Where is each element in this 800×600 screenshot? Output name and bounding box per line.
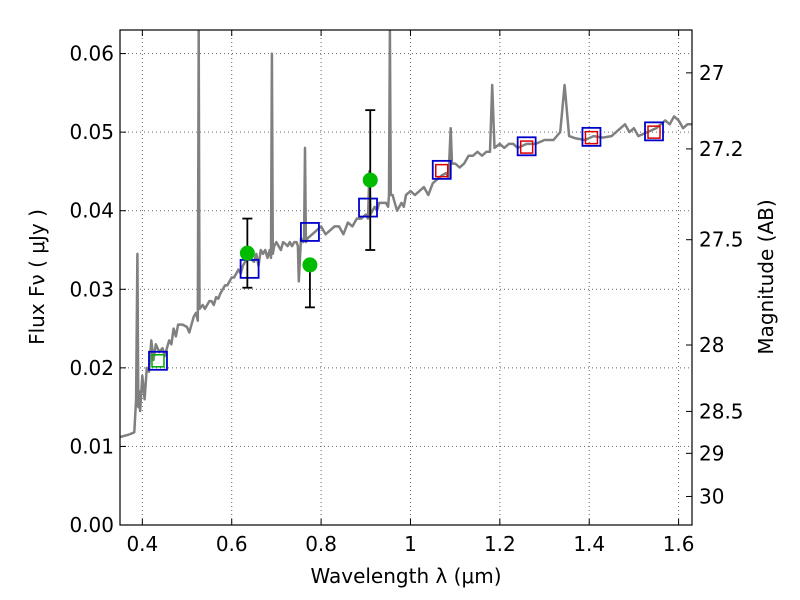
y2-axis-label: Magnitude (AB) <box>754 199 778 354</box>
y-tick-label: 0.05 <box>69 120 114 144</box>
small-square-marker <box>435 163 449 178</box>
observed-point <box>362 172 378 188</box>
y2-tick-label: 28.5 <box>699 399 744 423</box>
blue-square-marker <box>148 350 168 371</box>
x-tick-label: 0.8 <box>305 532 337 556</box>
x-tick-label: 1.2 <box>484 532 516 556</box>
y2-tick-label: 28 <box>699 333 724 357</box>
axes-layer: 0.4 0.6 0.8 1 1.2 1.4 1.6 0.00 0.01 0.02 0.03 0.04 0… <box>69 30 744 556</box>
y2-tick-label: 27 <box>699 61 724 85</box>
observed-point <box>239 245 255 261</box>
blue-square-marker <box>581 126 602 147</box>
x-tick-label: 0.4 <box>126 532 158 556</box>
small-square-marker <box>647 125 661 139</box>
small-square-marker <box>151 354 165 368</box>
small-square-marker <box>519 140 534 154</box>
y2-tick-label: 30 <box>699 484 724 508</box>
x-tick-label: 1.4 <box>573 532 605 556</box>
y-axis-label: Flux Fν ( μJy ) <box>25 209 49 345</box>
blue-square-marker <box>431 159 452 180</box>
y-tick-label: 0.03 <box>69 277 114 301</box>
y-tick-label: 0.06 <box>69 42 114 66</box>
y2-tick-label: 27.2 <box>699 137 744 161</box>
y2-tick-label: 27.5 <box>699 228 744 252</box>
blue-square-marker <box>516 136 537 157</box>
y-tick-label: 0.01 <box>69 434 114 458</box>
small-square-marker <box>584 130 599 145</box>
x-tick-label: 0.6 <box>216 532 248 556</box>
observed-point <box>302 257 318 273</box>
data-layer <box>120 30 692 439</box>
y-tick-label: 0.04 <box>69 199 114 223</box>
blue-square-marker <box>644 121 664 142</box>
y-tick-label: 0.02 <box>69 356 114 380</box>
y-tick-label: 0.00 <box>69 513 114 537</box>
x-tick-label: 1.6 <box>663 532 695 556</box>
blue-square-marker <box>300 222 320 242</box>
blue-square-marker <box>358 197 378 218</box>
x-axis-label: Wavelength λ (μm) <box>310 564 501 588</box>
plot-frame <box>119 29 693 526</box>
y2-tick-label: 29 <box>699 441 724 465</box>
x-tick-label: 1 <box>404 532 417 556</box>
